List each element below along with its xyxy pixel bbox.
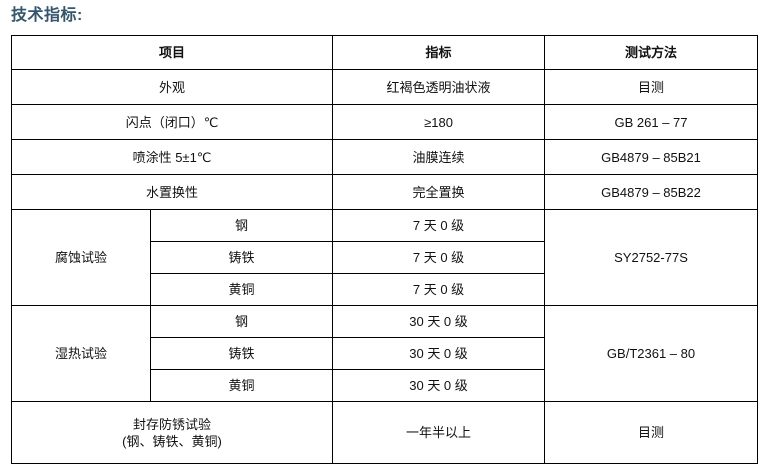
technical-specs-table: 项目 指标 测试方法 外观 红褐色透明油状液 目测 闪点（闭口）℃ ≥180 G… [10, 35, 759, 464]
cell-item-line1: 封存防锈试验 [133, 416, 212, 432]
cell-subitem: 钢 [149, 305, 334, 338]
cell-item-line2: (钢、铸铁、黄铜) [122, 433, 222, 449]
table-row: 封存防锈试验 (钢、铸铁、黄铜) 一年半以上 目测 [10, 401, 759, 464]
cell-index: 油膜连续 [332, 139, 546, 175]
cell-index: 30 天 0 级 [332, 305, 546, 338]
table-body: 外观 红褐色透明油状液 目测 闪点（闭口）℃ ≥180 GB 261 – 77 … [10, 69, 759, 464]
cell-method: SY2752-77S [544, 209, 759, 306]
column-header-index: 指标 [332, 35, 546, 70]
cell-subitem: 铸铁 [149, 337, 334, 370]
page-title: 技术指标: [11, 7, 83, 24]
table-row: 铸铁 7 天 0 级 [12, 241, 758, 274]
table-row: 喷涂性 5±1℃ 油膜连续 GB4879 – 85B21 [10, 139, 759, 175]
cell-item: 水置换性 [10, 174, 334, 210]
cell-method: GB4879 – 85B22 [544, 174, 759, 210]
table-row: 闪点（闭口）℃ ≥180 GB 261 – 77 [10, 104, 759, 140]
cell-group-label: 腐蚀试验 [11, 209, 151, 306]
table-row: 黄铜 7 天 0 级 [12, 273, 758, 306]
cell-index: 7 天 0 级 [332, 209, 546, 242]
cell-index: 30 天 0 级 [332, 369, 546, 402]
cell-item: 喷涂性 5±1℃ [10, 139, 334, 175]
table-header-row: 项目 指标 测试方法 [10, 35, 759, 70]
column-header-method: 测试方法 [544, 35, 759, 70]
cell-index: 30 天 0 级 [332, 337, 546, 370]
cell-index: 红褐色透明油状液 [332, 69, 546, 105]
cell-item: 闪点（闭口）℃ [10, 104, 334, 140]
cell-item: 外观 [10, 69, 334, 105]
cell-index: 一年半以上 [332, 401, 546, 464]
column-header-item: 项目 [10, 35, 334, 70]
cell-subitem: 黄铜 [149, 273, 334, 306]
cell-subitem: 黄铜 [149, 369, 334, 402]
table-row: 黄铜 30 天 0 级 [12, 369, 758, 402]
table-row: 腐蚀试验 钢 7 天 0 级 SY2752-77S [11, 209, 759, 306]
cell-index: ≥180 [332, 104, 546, 140]
cell-group-label: 湿热试验 [11, 305, 151, 402]
cell-subitem: 钢 [149, 209, 334, 242]
cell-method: GB 261 – 77 [544, 104, 759, 140]
cell-index: 完全置换 [332, 174, 546, 210]
cell-item: 封存防锈试验 (钢、铸铁、黄铜) [10, 401, 334, 464]
cell-index: 7 天 0 级 [332, 241, 546, 274]
table-header: 项目 指标 测试方法 [10, 35, 759, 70]
cell-subitem: 铸铁 [149, 241, 334, 274]
table-row: 湿热试验 钢 30 天 0 级 GB/T2361 – 80 [11, 305, 759, 402]
cell-method: GB/T2361 – 80 [544, 305, 759, 402]
cell-index: 7 天 0 级 [332, 273, 546, 306]
table-row: 外观 红褐色透明油状液 目测 [10, 69, 759, 105]
cell-method: 目测 [544, 69, 759, 105]
table-row: 水置换性 完全置换 GB4879 – 85B22 [10, 174, 759, 210]
cell-method: GB4879 – 85B21 [544, 139, 759, 175]
cell-method: 目测 [544, 401, 759, 464]
table-row: 铸铁 30 天 0 级 [12, 337, 758, 370]
